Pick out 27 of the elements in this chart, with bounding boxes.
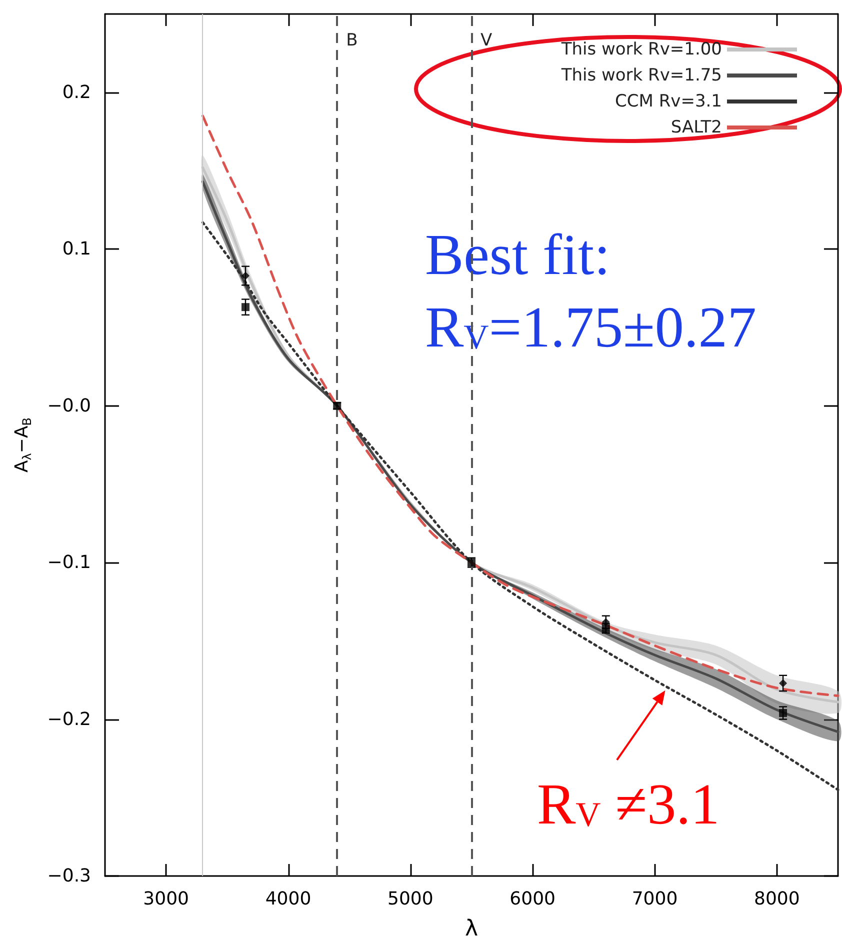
y-tick-label: −0.1 (47, 552, 91, 574)
y-tick-label: 0.2 (62, 82, 91, 103)
legend-label: This work Rv=1.75 (560, 66, 722, 86)
legend-label: SALT2 (670, 118, 722, 138)
y-tick-label: −0.3 (47, 866, 91, 886)
annotation: Best fit: RV=1.75±0.27 (425, 222, 756, 360)
point (779, 679, 788, 688)
y-tick-label: −0.2 (47, 708, 91, 730)
point (779, 709, 788, 718)
y-tick-label: 0.1 (62, 238, 91, 260)
x-tick-label: 7000 (632, 888, 678, 910)
legend-label: This work Rv=1.00 (560, 40, 722, 60)
x-axis-title: λ (464, 916, 478, 942)
point (241, 303, 250, 312)
x-tick-label: 4000 (265, 888, 312, 910)
x-tick-label: 5000 (388, 888, 434, 910)
point (602, 618, 610, 626)
x-tick-label: 6000 (510, 888, 556, 910)
y-tick-label: −0.0 (47, 395, 91, 416)
point (241, 272, 250, 280)
ref-line-label: V (480, 30, 492, 50)
x-tick-label: 3000 (143, 888, 189, 910)
x-tick-label: 8000 (754, 888, 800, 910)
ref-line-label: B (346, 30, 358, 50)
y-axis-title: Aλ−AB (12, 417, 34, 473)
annotation: RV ≠3.1 (536, 772, 720, 837)
legend-label: CCM Rv=3.1 (615, 92, 722, 112)
